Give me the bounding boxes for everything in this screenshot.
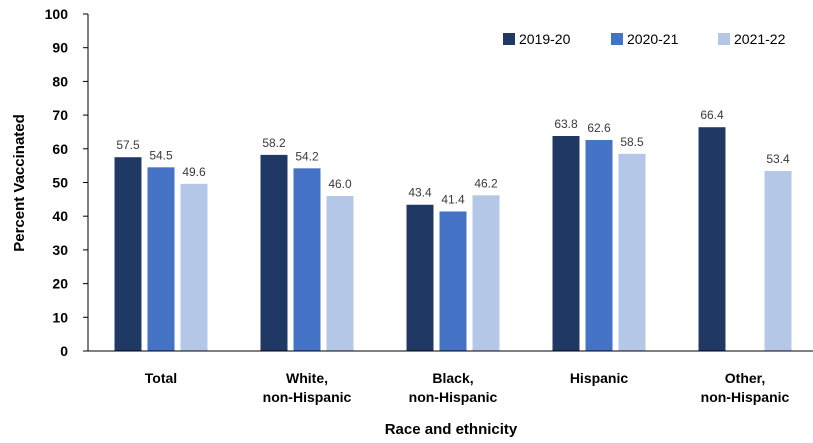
data-label: 41.4 [441, 192, 465, 206]
x-category-label: Hispanic [570, 370, 629, 386]
bar-2020-21 [147, 167, 175, 351]
y-tick-label: 70 [52, 107, 68, 123]
y-tick-label: 60 [52, 141, 68, 157]
bar-2021-22 [180, 183, 208, 351]
y-tick-label: 30 [52, 242, 68, 258]
bar-2020-21 [293, 168, 321, 351]
x-category-label: Black, [432, 370, 473, 386]
legend-swatch [611, 33, 623, 45]
data-label: 66.4 [700, 108, 724, 122]
x-axis: Total White, non-Hispanic Black, non-Hispani… [88, 350, 813, 405]
bar-2020-21 [439, 211, 467, 351]
legend-label: 2019-20 [519, 31, 571, 47]
y-tick-label: 40 [52, 208, 68, 224]
bar-2021-22 [764, 171, 792, 351]
x-axis-title: Race and ethnicity [385, 421, 518, 438]
data-label: 62.6 [587, 121, 611, 135]
bar-2019-20 [260, 154, 288, 351]
bar-2020-21 [585, 140, 613, 351]
bar-2019-20 [698, 127, 726, 352]
data-label: 54.2 [295, 149, 319, 163]
x-category-label: White, [286, 370, 328, 386]
legend-swatch [503, 33, 515, 45]
y-axis: 0 10 20 30 40 50 60 70 80 90 100 [45, 6, 89, 359]
y-tick-label: 10 [52, 309, 68, 325]
x-category-label: non-Hispanic [263, 389, 352, 405]
bar-2021-22 [326, 195, 354, 351]
data-label: 63.8 [554, 117, 578, 131]
x-category-label: non-Hispanic [701, 389, 790, 405]
y-tick-label: 0 [60, 343, 68, 359]
data-label: 58.5 [620, 135, 644, 149]
data-label: 54.5 [149, 148, 173, 162]
y-tick-label: 50 [52, 175, 68, 191]
data-label: 57.5 [116, 138, 140, 152]
data-label: 49.6 [182, 165, 206, 179]
bars [114, 127, 792, 352]
legend-label: 2020-21 [627, 31, 679, 47]
y-tick-label: 100 [45, 6, 69, 22]
legend-swatch [718, 33, 730, 45]
data-label: 58.2 [262, 136, 286, 150]
x-category-label: Other, [725, 370, 765, 386]
bar-2019-20 [406, 204, 434, 351]
data-labels: 57.5 54.5 49.6 58.2 54.2 46.0 43.4 41.4 46.2 63.8… [116, 108, 790, 206]
bar-2019-20 [114, 157, 142, 351]
bar-2019-20 [552, 135, 580, 351]
data-label: 43.4 [408, 186, 432, 200]
data-label: 53.4 [766, 152, 790, 166]
y-axis-title: Percent Vaccinated [11, 114, 28, 252]
data-label: 46.0 [328, 177, 352, 191]
y-tick-label: 90 [52, 40, 68, 56]
legend-label: 2021-22 [734, 31, 786, 47]
y-tick-label: 20 [52, 276, 68, 292]
bar-2021-22 [618, 153, 646, 351]
y-tick-label: 80 [52, 73, 68, 89]
data-label: 46.2 [474, 176, 498, 190]
bar-2021-22 [472, 195, 500, 351]
x-category-label: Total [145, 370, 177, 386]
legend: 2019-20 2020-21 2021-22 [503, 31, 786, 47]
x-category-label: non-Hispanic [409, 389, 498, 405]
